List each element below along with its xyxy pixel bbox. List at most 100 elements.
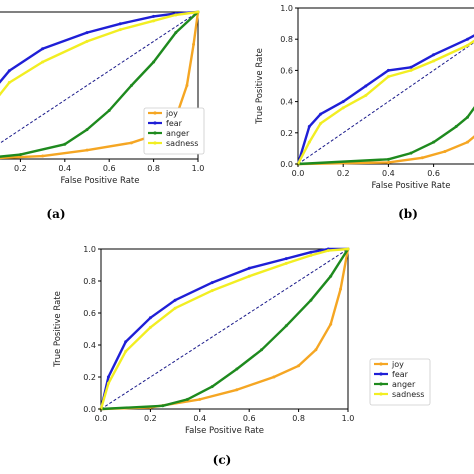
- series-point-fear: [409, 65, 413, 69]
- legend-label-fear: fear: [166, 119, 183, 128]
- series-point-joy: [420, 156, 424, 160]
- series-point-anger: [466, 115, 469, 119]
- x-tick-label: 0.6: [243, 414, 256, 423]
- plot-frame: [297, 7, 474, 165]
- series-point-joy: [466, 140, 469, 144]
- panel-content: 0.2 0.4 0.6 0.8 1.0 False Positive Rate joyfea…: [0, 10, 205, 186]
- y-axis-label: True Positive Rate: [53, 291, 63, 368]
- series-point-anger: [409, 151, 413, 155]
- series-point-anger: [260, 348, 264, 352]
- diagonal-reference-line: [297, 41, 474, 165]
- series-point-sadness: [174, 13, 178, 17]
- series-point-anger: [63, 142, 67, 146]
- y-tick-label: 0.4: [83, 341, 96, 350]
- legend-marker-joy: [379, 362, 383, 366]
- y-tick-label: 0.4: [280, 98, 293, 107]
- series-point-anger: [386, 157, 390, 161]
- x-tick-label: 0.8: [292, 414, 305, 423]
- legend-marker-joy: [153, 111, 157, 115]
- series-point-anger: [174, 31, 178, 35]
- y-tick-label: 0.2: [280, 129, 293, 138]
- series-point-sadness: [409, 68, 413, 72]
- x-tick-label: 0.2: [14, 164, 27, 173]
- x-tick-label: 0.0: [292, 169, 305, 178]
- series-point-fear: [7, 69, 11, 73]
- series-point-fear: [364, 84, 368, 88]
- series-point-fear: [148, 316, 152, 320]
- series-point-sadness: [309, 253, 313, 257]
- y-tick-label: 0.8: [280, 35, 293, 44]
- series-point-sadness: [152, 19, 156, 23]
- series-point-joy: [329, 322, 333, 326]
- series-point-anger: [18, 153, 22, 157]
- series-point-fear: [173, 298, 177, 302]
- series-point-sadness: [432, 59, 436, 63]
- legend-label-anger: anger: [166, 129, 190, 138]
- x-tick-label: 0.8: [147, 164, 160, 173]
- series-point-sadness: [106, 381, 110, 385]
- legend-label-fear: fear: [392, 370, 409, 379]
- legend-marker-anger: [379, 382, 383, 386]
- series-point-joy: [192, 42, 196, 46]
- series-point-fear: [41, 47, 45, 51]
- plot-frame: [100, 248, 349, 410]
- legend-label-sadness: sadness: [166, 139, 198, 148]
- series-point-anger: [129, 84, 133, 87]
- series-point-fear: [124, 340, 128, 344]
- legend-marker-sadness: [153, 141, 157, 145]
- series-point-fear: [284, 257, 288, 261]
- series-point-fear: [341, 100, 345, 104]
- diagonal-reference-line: [0, 11, 199, 144]
- diagonal-reference-line: [100, 248, 349, 410]
- series-point-sadness: [118, 28, 122, 32]
- series-point-sadness: [173, 306, 177, 310]
- series-point-sadness: [341, 106, 345, 110]
- series-point-fear: [152, 14, 156, 18]
- series-point-anger: [210, 385, 214, 389]
- legend-label-joy: joy: [391, 360, 404, 369]
- panel-content: 0.0 0.2 0.4 0.6 0.0 0.2 0.4 0.6 0.8 1.0 False Posi…: [255, 4, 474, 191]
- series-point-sadness: [346, 247, 350, 251]
- series-point-joy: [339, 287, 343, 291]
- series-point-anger: [284, 324, 288, 328]
- series-point-joy: [386, 160, 390, 164]
- x-axis-label: False Positive Rate: [372, 181, 451, 191]
- series-point-anger: [152, 60, 156, 64]
- series-point-sadness: [307, 140, 311, 144]
- series-point-sadness: [247, 274, 251, 278]
- series-point-fear: [118, 22, 122, 26]
- series-point-sadness: [284, 261, 288, 265]
- legend-marker-fear: [153, 121, 157, 125]
- series-point-joy: [443, 150, 447, 154]
- series-point-anger: [235, 367, 239, 371]
- series-line-fear: [296, 34, 474, 165]
- series-point-sadness: [148, 325, 152, 329]
- series-line-sadness: [296, 39, 474, 165]
- panel-content: 0.0 0.2 0.4 0.6 0.8 1.0 0.0 0.2 0.4 0.6 0.8 1.0 Fals…: [53, 245, 431, 436]
- legend-marker-anger: [153, 131, 157, 135]
- series-point-anger: [454, 125, 458, 129]
- chart-panel-2: 0.0 0.2 0.4 0.6 0.0 0.2 0.4 0.6 0.8 1.0 False Posi…: [255, 4, 474, 221]
- series-point-fear: [466, 37, 469, 41]
- panel-caption: (c): [213, 453, 232, 467]
- x-tick-label: 0.0: [95, 414, 108, 423]
- series-point-joy: [198, 397, 202, 401]
- x-tick-label: 0.4: [382, 169, 395, 178]
- series-line-anger: [297, 106, 474, 166]
- y-tick-label: 0.0: [83, 405, 96, 414]
- legend-label-joy: joy: [165, 109, 178, 118]
- x-tick-label: 0.6: [427, 169, 440, 178]
- y-tick-label: 0.6: [83, 309, 96, 318]
- series-point-fear: [386, 68, 390, 72]
- series-point-anger: [329, 274, 333, 278]
- series-point-fear: [210, 281, 214, 285]
- x-axis-label: False Positive Rate: [185, 426, 264, 436]
- panel-caption: (b): [398, 207, 418, 221]
- series-point-anger: [85, 128, 89, 132]
- series-point-anger: [432, 140, 436, 144]
- legend-marker-sadness: [379, 392, 383, 396]
- x-tick-label: 0.2: [144, 414, 157, 423]
- series-point-sadness: [41, 60, 45, 64]
- x-tick-label: 1.0: [192, 164, 205, 173]
- chart-panel-3: 0.0 0.2 0.4 0.6 0.8 1.0 0.0 0.2 0.4 0.6 0.8 1.0 Fals…: [53, 245, 431, 467]
